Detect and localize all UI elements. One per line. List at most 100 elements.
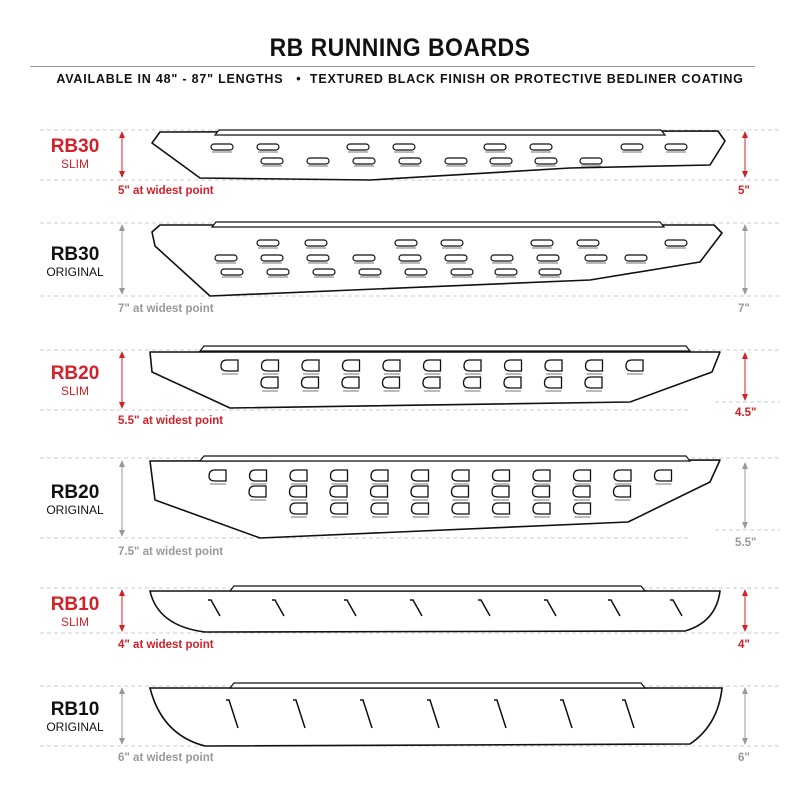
dimple-hole <box>584 376 603 389</box>
slot-hole <box>490 254 514 262</box>
arrow-head-down-icon <box>119 171 125 178</box>
right-dim-rb10-slim: 4" <box>738 639 750 651</box>
slot-hole <box>664 143 688 151</box>
slot-hole <box>306 254 330 262</box>
board-top-rail <box>210 221 666 228</box>
arrow-head-down-icon <box>742 625 748 632</box>
dimple-hole <box>531 485 551 498</box>
dimple-hole <box>341 376 360 389</box>
arrow-head-down-icon <box>742 394 748 401</box>
right-dim-rb10-original: 6" <box>738 752 750 764</box>
dimple-hole <box>462 376 482 389</box>
dimple-hole <box>248 485 267 498</box>
cleat-ridge <box>494 699 507 729</box>
model-label-rb30-original: RB30 ORIGINAL <box>25 244 125 280</box>
slot-hole <box>444 157 468 165</box>
dimple-hole <box>329 469 349 482</box>
board-top-rail <box>198 455 692 462</box>
slot-hole <box>624 254 648 262</box>
cleat-ridge <box>670 599 683 617</box>
board-outline <box>149 459 721 539</box>
model-variant: ORIGINAL <box>46 503 104 517</box>
dimple-hole <box>300 376 320 389</box>
title-divider <box>30 66 755 67</box>
slot-hole <box>538 268 562 276</box>
slot-hole <box>358 268 382 276</box>
model-name: RB20 <box>50 363 100 384</box>
dimple-hole <box>653 469 673 482</box>
dimple-hole <box>301 359 320 372</box>
model-variant: SLIM <box>60 157 89 171</box>
cleat-ridge <box>208 599 221 617</box>
widest-dim-rb20-slim: 5.5" at widest point <box>118 415 224 427</box>
dimple-hole <box>451 469 470 482</box>
dimple-hole <box>613 469 632 482</box>
slot-hole <box>450 268 474 276</box>
dimple-hole <box>503 376 522 389</box>
slot-hole <box>576 239 600 247</box>
slot-hole <box>312 268 336 276</box>
arrow-head-down-icon <box>119 530 125 537</box>
dimple-hole <box>329 485 348 498</box>
model-name: RB30 <box>50 136 100 157</box>
model-label-rb30-slim: RB30 SLIM <box>25 136 125 172</box>
dimple-hole <box>491 485 510 498</box>
slot-hole <box>404 268 428 276</box>
slot-hole <box>584 254 608 262</box>
slot-hole <box>444 254 468 262</box>
slot-hole <box>440 239 464 247</box>
slot-hole <box>266 268 290 276</box>
slot-hole <box>304 239 328 247</box>
cleat-ridge <box>544 599 557 617</box>
dimple-hole <box>450 485 470 498</box>
dimple-hole <box>572 485 591 498</box>
slot-hole <box>536 254 560 262</box>
slot-hole <box>664 239 688 247</box>
dimple-hole <box>543 376 563 389</box>
right-dim-rb20-original: 5.5" <box>735 537 757 549</box>
dimple-hole <box>248 469 268 482</box>
dimple-hole <box>451 502 470 515</box>
slot-hole <box>579 157 603 165</box>
dimple-hole <box>370 469 389 482</box>
arrow-head-up-icon <box>119 589 125 596</box>
widest-dim-rb30-slim: 5" at widest point <box>118 185 214 197</box>
model-label-rb20-slim: RB20 SLIM <box>25 363 125 399</box>
cleat-ridge <box>360 699 373 729</box>
dimple-hole <box>341 359 361 372</box>
dimple-hole <box>220 359 239 372</box>
board-outline <box>148 590 721 633</box>
dimple-hole <box>544 359 563 372</box>
model-name: RB20 <box>50 482 100 503</box>
right-dim-rb20-slim: 4.5" <box>735 407 757 419</box>
dimple-hole <box>382 359 401 372</box>
board-top-rail <box>213 129 667 136</box>
slot-hole <box>534 157 558 165</box>
cleat-ridge <box>272 599 285 617</box>
slot-hole <box>210 143 234 151</box>
slot-hole <box>483 143 507 151</box>
model-name: RB30 <box>50 244 100 265</box>
cleat-ridge <box>608 599 621 617</box>
dimple-hole <box>260 359 280 372</box>
dimple-hole <box>625 359 644 372</box>
arrow-head-down-icon <box>742 522 748 529</box>
dimple-hole <box>410 469 430 482</box>
model-label-rb10-slim: RB10 SLIM <box>25 594 125 630</box>
arrow-head-down-icon <box>742 288 748 295</box>
arrow-head-down-icon <box>742 171 748 178</box>
right-dim-rb30-original: 7" <box>738 303 750 315</box>
dimple-hole <box>410 485 429 498</box>
model-name: RB10 <box>50 699 100 720</box>
dimple-hole <box>410 502 430 515</box>
dimple-hole <box>208 469 227 482</box>
slot-hole <box>306 157 330 165</box>
dimple-hole <box>422 359 442 372</box>
board-outline <box>151 130 726 181</box>
dimple-hole <box>329 502 349 515</box>
dimple-hole <box>572 469 592 482</box>
cleat-ridge <box>560 699 573 729</box>
board-top-rail <box>198 345 692 352</box>
dimple-hole <box>289 469 308 482</box>
cleat-ridge <box>226 699 239 729</box>
